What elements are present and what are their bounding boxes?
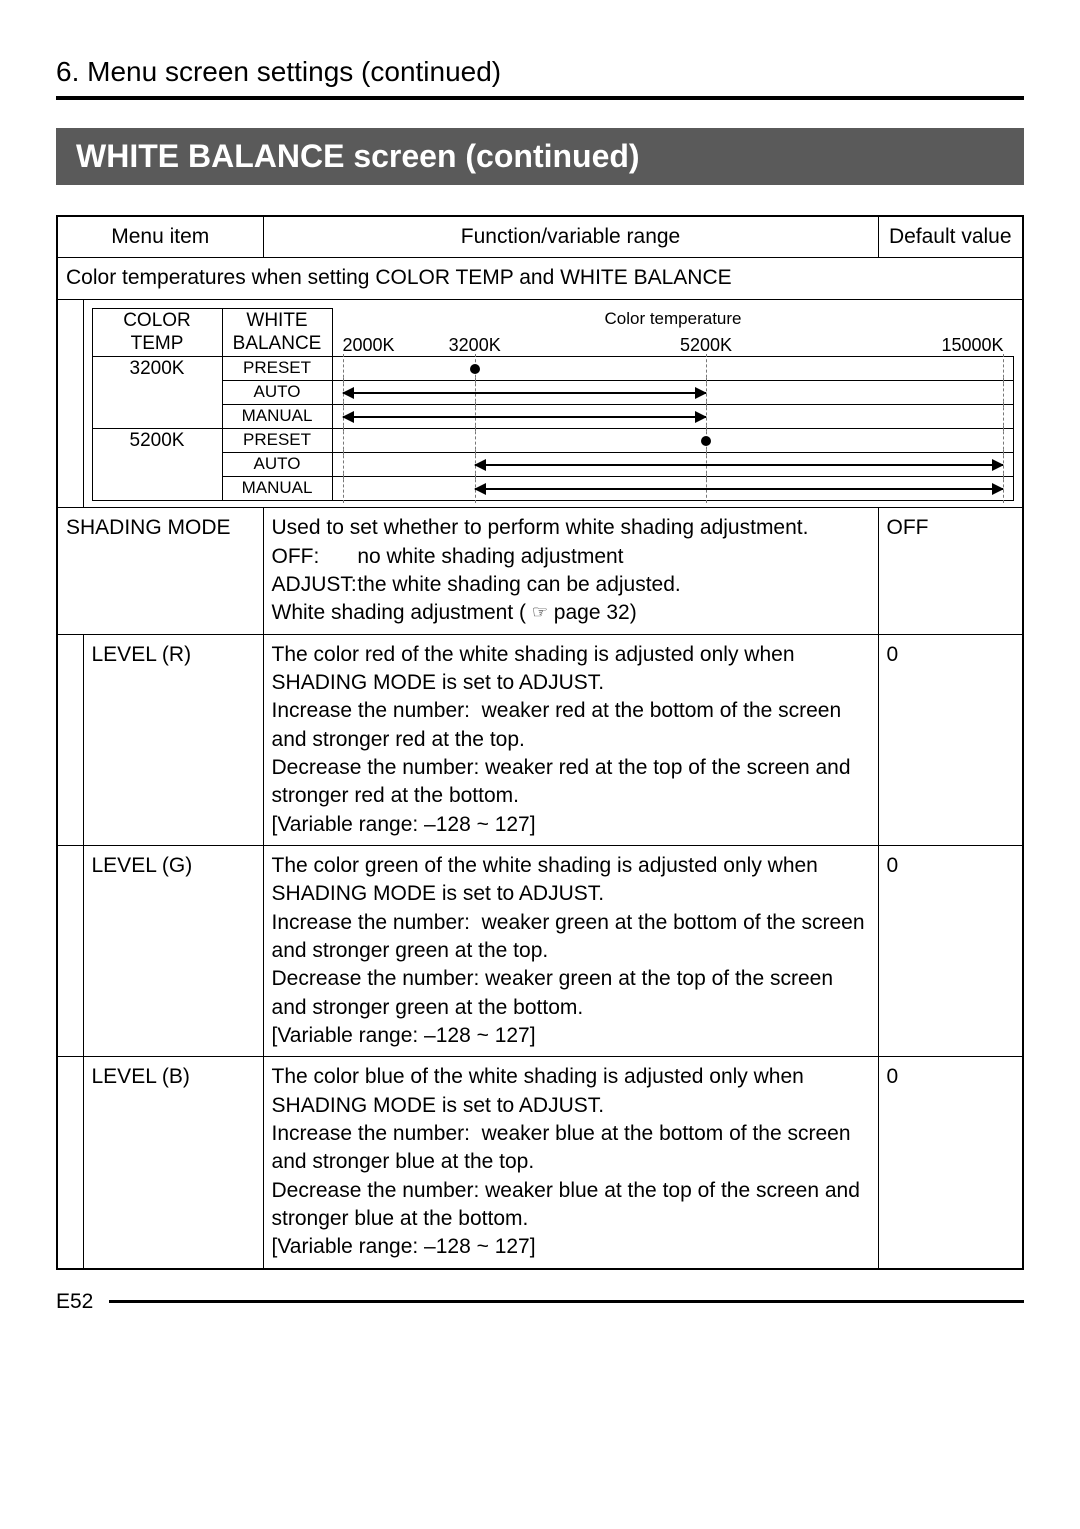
function-cell: The color blue of the white shading is a… <box>263 1057 878 1269</box>
page-number: E52 <box>56 1290 93 1314</box>
menu-item-cell: LEVEL (G) <box>83 845 263 1056</box>
chart-indent-cell <box>57 299 83 508</box>
chart-mode-label: PRESET <box>222 357 332 381</box>
heading-rule <box>56 96 1024 100</box>
screen-banner: WHITE BALANCE screen (continued) <box>56 128 1024 185</box>
color-temp-chart: COLORTEMPWHITEBALANCEColor temperature20… <box>83 299 1023 508</box>
chart-axis-labels: 2000K3200K5200K15000K <box>332 332 1014 357</box>
header-menu-item: Menu item <box>57 216 263 258</box>
chart-color-temp-value: 5200K <box>92 429 222 501</box>
section-heading: 6. Menu screen settings (continued) <box>56 56 1024 88</box>
chart-header-white-balance: WHITEBALANCE <box>222 308 332 357</box>
span-note: Color temperatures when setting COLOR TE… <box>57 258 1023 299</box>
span-note-row: Color temperatures when setting COLOR TE… <box>57 258 1023 299</box>
chart-mode-label: MANUAL <box>222 405 332 429</box>
function-cell: The color red of the white shading is ad… <box>263 634 878 845</box>
header-function: Function/variable range <box>263 216 878 258</box>
table-row: LEVEL (B)The color blue of the white sha… <box>57 1057 1023 1269</box>
default-cell: 0 <box>878 845 1023 1056</box>
indent-cell <box>57 634 83 845</box>
chart-header-color-temp: COLORTEMP <box>92 308 222 357</box>
function-cell: The color green of the white shading is … <box>263 845 878 1056</box>
menu-item-cell: LEVEL (B) <box>83 1057 263 1269</box>
footer-rule <box>109 1300 1024 1303</box>
chart-mode-label: PRESET <box>222 429 332 453</box>
chart-mode-label: AUTO <box>222 381 332 405</box>
chart-mode-label: AUTO <box>222 453 332 477</box>
menu-item-cell: SHADING MODE <box>57 508 263 634</box>
default-cell: 0 <box>878 1057 1023 1269</box>
table-row: LEVEL (R)The color red of the white shad… <box>57 634 1023 845</box>
table-header-row: Menu item Function/variable range Defaul… <box>57 216 1023 258</box>
chart-lane <box>332 429 1014 453</box>
chart-lane <box>332 357 1014 381</box>
chart-mode-label: MANUAL <box>222 477 332 501</box>
chart-row: COLORTEMPWHITEBALANCEColor temperature20… <box>57 299 1023 508</box>
default-cell: OFF <box>878 508 1023 634</box>
header-default: Default value <box>878 216 1023 258</box>
chart-axis-title: Color temperature <box>332 308 1014 332</box>
chart-lane <box>332 477 1014 501</box>
chart-lane <box>332 453 1014 477</box>
chart-lane <box>332 381 1014 405</box>
table-row: SHADING MODEUsed to set whether to perfo… <box>57 508 1023 634</box>
function-cell: Used to set whether to perform white sha… <box>263 508 878 634</box>
indent-cell <box>57 1057 83 1269</box>
settings-table: Menu item Function/variable range Defaul… <box>56 215 1024 1270</box>
chart-grid: COLORTEMPWHITEBALANCEColor temperature20… <box>92 308 1015 502</box>
chart-lane <box>332 405 1014 429</box>
menu-item-cell: LEVEL (R) <box>83 634 263 845</box>
indent-cell <box>57 845 83 1056</box>
default-cell: 0 <box>878 634 1023 845</box>
page-footer: E52 <box>56 1290 1024 1314</box>
chart-color-temp-value: 3200K <box>92 357 222 429</box>
table-row: LEVEL (G)The color green of the white sh… <box>57 845 1023 1056</box>
